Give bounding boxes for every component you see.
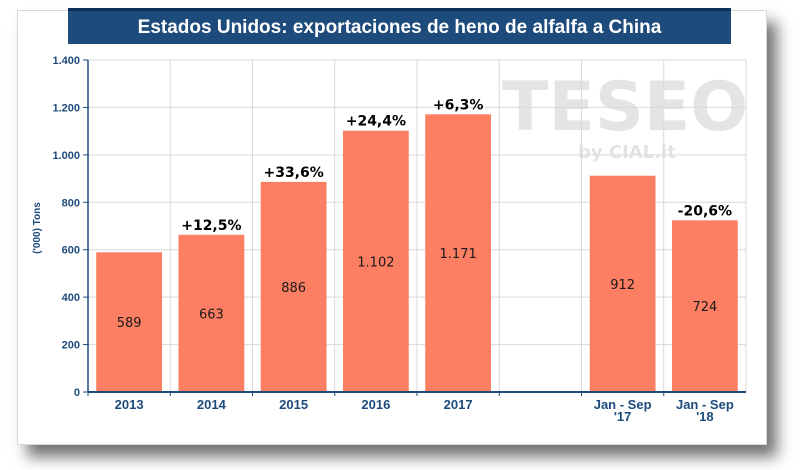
y-tick-label: 1.200 [52,102,80,114]
bar [260,181,327,392]
bar-change-label: +24,4% [346,114,406,130]
bar-change-label: +6,3% [433,97,484,113]
bar-value-label: 589 [117,316,142,331]
x-tick-label: 2015 [279,397,308,412]
bar-value-label: 724 [692,300,717,315]
x-tick-label: '18 [696,409,714,424]
bar [96,252,163,392]
x-tick-label: Jan - Sep [676,397,734,412]
bar-change-label: +33,6% [263,165,323,181]
x-tick-label: 2013 [115,397,144,412]
bar [425,114,492,392]
bar-value-label: 886 [281,281,306,296]
y-tick-label: 1.400 [52,55,80,67]
x-tick-label: Jan - Sep [594,397,652,412]
x-tick-label: 2017 [444,397,473,412]
bar-value-label: 1.102 [357,255,394,270]
bar-value-label: 1.171 [440,247,477,262]
y-tick-label: 800 [62,197,80,209]
bar-change-label: -20,6% [678,203,732,219]
y-axis-label: ('000) Tons [32,202,43,254]
y-tick-label: 600 [62,245,80,257]
bar-value-label: 912 [610,278,635,293]
bar [589,175,656,392]
y-tick-label: 1.000 [52,150,80,162]
y-tick-label: 200 [62,340,80,352]
y-tick-label: 400 [62,292,80,304]
bar-value-label: 663 [199,307,224,322]
x-tick-label: 2016 [361,397,390,412]
y-tick-label: 0 [74,387,80,399]
bar [342,130,409,392]
bar-change-label: +12,5% [181,218,241,234]
x-tick-label: '17 [614,409,632,424]
bar [671,220,738,392]
plot-area: 0 200 400 600 800 1.000 1.200 1.400 589 2013 663 +1… [52,55,747,424]
x-tick-label: 2014 [197,397,227,412]
bar [178,234,245,392]
watermark-sub: by CIAL.it [578,142,676,163]
chart-title: Estados Unidos: exportaciones de heno de… [68,8,731,44]
